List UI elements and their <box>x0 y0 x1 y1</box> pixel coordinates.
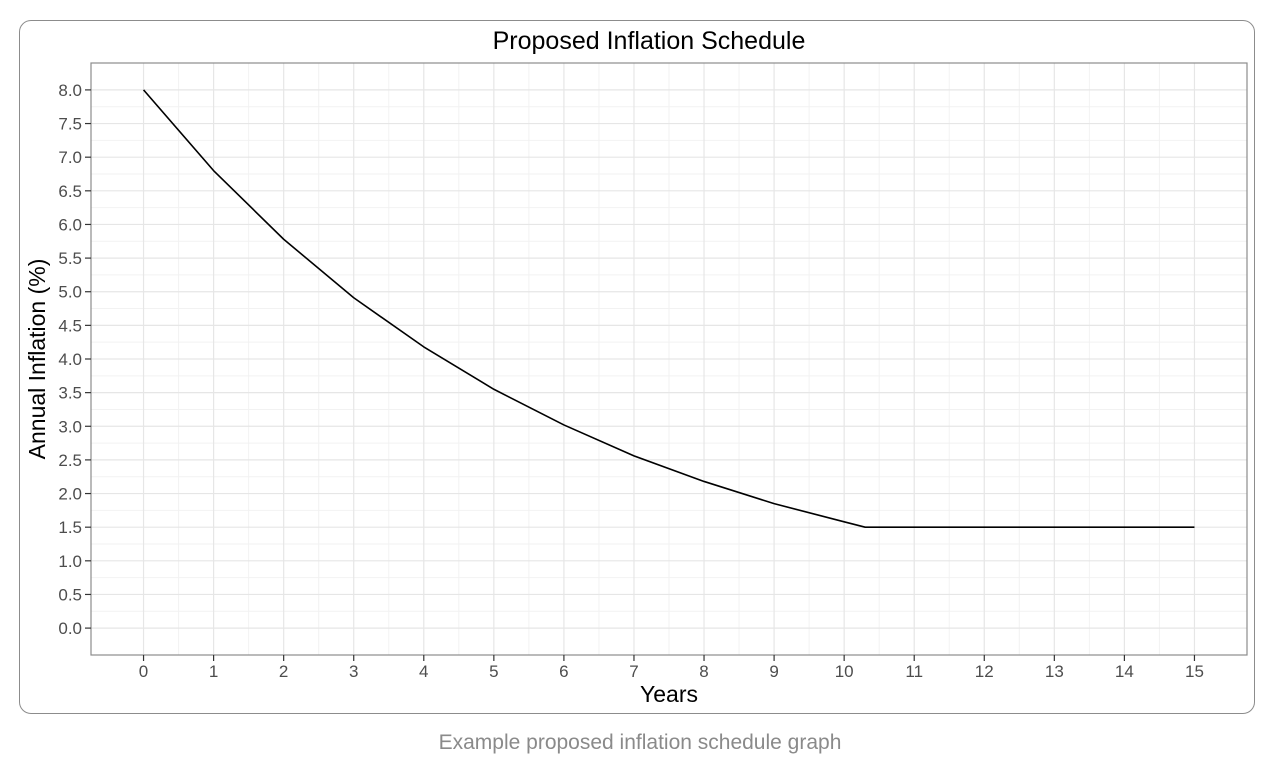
x-tick-label: 5 <box>489 662 498 681</box>
x-tick-label: 7 <box>629 662 638 681</box>
y-tick-label: 8.0 <box>58 81 82 100</box>
x-tick-label: 2 <box>279 662 288 681</box>
x-tick-label: 3 <box>349 662 358 681</box>
series-line-0 <box>142 89 1195 528</box>
x-axis-ticks: 0 1 2 3 4 5 6 7 8 9 10 11 12 13 14 15 <box>139 655 1204 681</box>
figure-caption: Example proposed inflation schedule grap… <box>438 731 842 754</box>
x-tick-label: 8 <box>699 662 708 681</box>
x-tick-label: 0 <box>139 662 148 681</box>
x-tick-label: 6 <box>559 662 568 681</box>
y-tick-label: 7.5 <box>58 115 82 134</box>
series-layer <box>142 89 1195 528</box>
y-tick-label: 5.5 <box>58 249 82 268</box>
y-tick-label: 5.0 <box>58 283 82 302</box>
inflation-chart: 0 1 2 3 4 5 6 7 8 9 10 11 12 13 14 15 0.00.51.01.52.02.… <box>24 27 1248 707</box>
x-tick-label: 12 <box>975 662 994 681</box>
chart-title: Proposed Inflation Schedule <box>493 27 806 55</box>
y-tick-label: 1.0 <box>58 552 82 571</box>
x-tick-label: 4 <box>419 662 428 681</box>
x-axis-label: Years <box>640 681 698 707</box>
x-tick-label: 11 <box>905 662 923 681</box>
x-tick-label: 15 <box>1185 662 1204 681</box>
y-tick-label: 0.5 <box>58 585 82 604</box>
y-tick-label: 7.0 <box>58 148 82 167</box>
chart-card: 0 1 2 3 4 5 6 7 8 9 10 11 12 13 14 15 0.0 0.5 1.0 1.5 2.0 2.… <box>19 20 1255 714</box>
y-tick-label: 2.5 <box>58 451 82 470</box>
y-tick-label: 3.0 <box>58 417 82 436</box>
y-tick-label: 3.5 <box>58 384 82 403</box>
x-tick-label: 10 <box>835 662 854 681</box>
y-tick-label: 4.0 <box>58 350 82 369</box>
y-tick-label: 6.5 <box>58 182 82 201</box>
y-axis-ticks: 0.0 0.5 1.0 1.5 2.0 2.5 3.0 3.5 4.0 4.5 5.0 5.5 6.0 6… <box>58 81 91 638</box>
x-tick-label: 14 <box>1115 662 1134 681</box>
major-gridlines <box>91 63 1247 655</box>
x-tick-label: 1 <box>209 662 218 681</box>
y-tick-label: 0.0 <box>58 619 82 638</box>
y-tick-label: 4.5 <box>58 316 82 335</box>
y-tick-label: 1.5 <box>58 518 82 537</box>
y-tick-label: 2.0 <box>58 485 82 504</box>
x-tick-label: 13 <box>1045 662 1064 681</box>
y-tick-label: 6.0 <box>58 215 82 234</box>
x-tick-label: 9 <box>769 662 778 681</box>
y-axis-label: Annual Inflation (%) <box>24 259 50 460</box>
